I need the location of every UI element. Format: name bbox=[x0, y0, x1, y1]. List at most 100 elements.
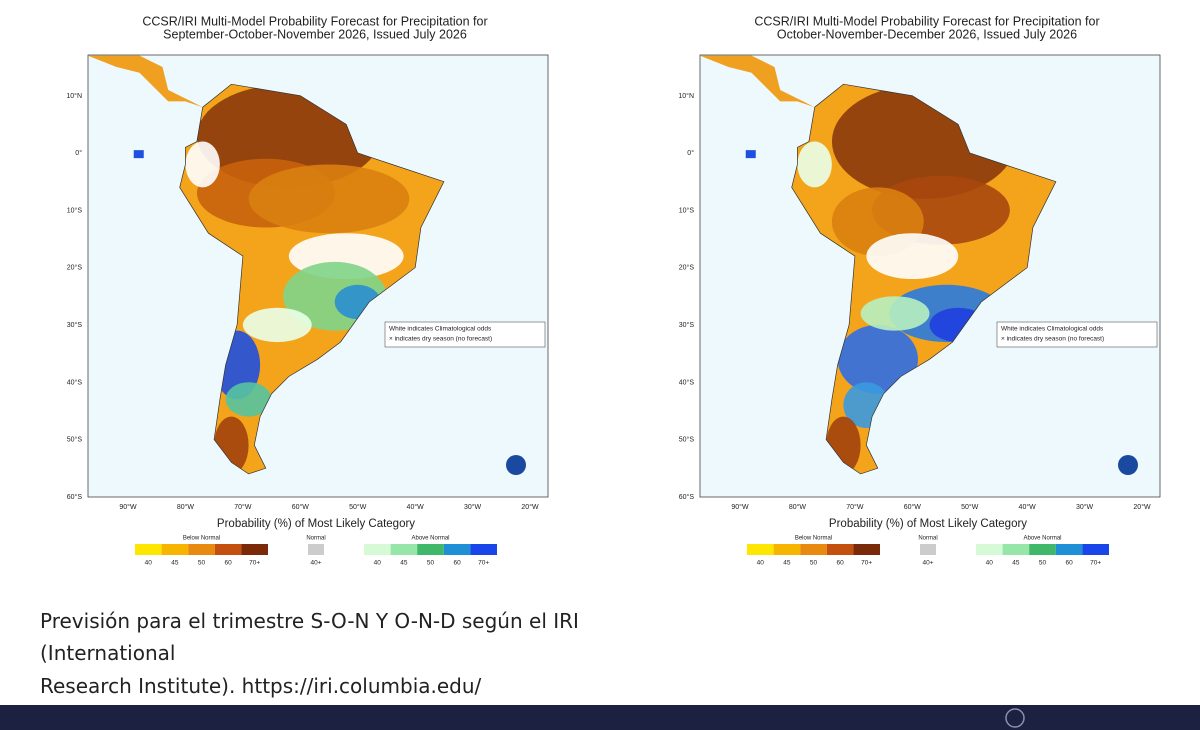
lon-label: 70°W bbox=[846, 503, 864, 511]
lat-label: 20°S bbox=[679, 264, 695, 272]
map-panel: CCSR/IRI Multi-Model Probability Forecas… bbox=[66, 14, 549, 567]
legend-group-name: Normal bbox=[306, 536, 325, 542]
legend-label: 60 bbox=[453, 560, 461, 567]
legend-label: 70+ bbox=[478, 560, 489, 567]
legend-swatch bbox=[1082, 544, 1109, 555]
note-text: White indicates Climatological odds bbox=[389, 326, 492, 333]
iri-logo bbox=[506, 455, 526, 475]
lon-label: 90°W bbox=[119, 503, 137, 511]
note-text: × indicates dry season (no forecast) bbox=[389, 336, 492, 343]
land bbox=[87, 55, 203, 108]
legend-swatch bbox=[1055, 544, 1083, 555]
lon-label: 20°W bbox=[521, 503, 539, 511]
lat-label: 40°S bbox=[679, 378, 695, 386]
forecast-area bbox=[866, 233, 959, 280]
lon-label: 80°W bbox=[789, 503, 807, 511]
lat-label: 10°S bbox=[67, 206, 83, 214]
land bbox=[699, 55, 815, 108]
lon-label: 50°W bbox=[961, 503, 979, 511]
coastline bbox=[179, 83, 445, 475]
legend-label: 60 bbox=[836, 560, 844, 567]
lon-label: 90°W bbox=[731, 503, 749, 511]
legend-swatch bbox=[417, 544, 444, 555]
lon-label: 70°W bbox=[234, 503, 252, 511]
legend-label: 45 bbox=[1012, 560, 1020, 567]
forecast-area bbox=[837, 324, 919, 394]
lon-label: 20°W bbox=[1133, 503, 1151, 511]
legend-label: 60 bbox=[224, 560, 232, 567]
lat-label: 30°S bbox=[679, 321, 695, 329]
legend-label: 70+ bbox=[249, 560, 260, 567]
legend-swatch bbox=[920, 544, 936, 555]
legend-label: 40+ bbox=[922, 560, 933, 567]
forecast-area bbox=[797, 141, 832, 188]
lat-label: 40°S bbox=[67, 378, 83, 386]
map-title: October-November-December 2026, Issued J… bbox=[777, 27, 1077, 41]
lon-label: 80°W bbox=[177, 503, 195, 511]
legend-group-name: Above Normal bbox=[1023, 536, 1061, 542]
legend-swatch bbox=[773, 544, 801, 555]
lat-label: 50°S bbox=[67, 436, 83, 444]
note-text: White indicates Climatological odds bbox=[1001, 326, 1104, 333]
legend-label: 45 bbox=[783, 560, 791, 567]
island-forecast bbox=[745, 150, 756, 159]
lat-label: 50°S bbox=[679, 436, 695, 444]
lat-label: 10°N bbox=[678, 92, 694, 100]
legend-label: 70+ bbox=[861, 560, 872, 567]
legend-group-name: Normal bbox=[918, 536, 937, 542]
legend-swatch bbox=[390, 544, 418, 555]
legend-swatch bbox=[826, 544, 854, 555]
legend-label: 40+ bbox=[310, 560, 321, 567]
legend-swatch bbox=[188, 544, 215, 555]
forecast-shading bbox=[185, 84, 410, 474]
note-text: × indicates dry season (no forecast) bbox=[1001, 336, 1104, 343]
lat-label: 30°S bbox=[67, 321, 83, 329]
legend-group-name: Below Normal bbox=[795, 536, 832, 542]
forecast-area bbox=[185, 141, 220, 188]
legend-swatch bbox=[1002, 544, 1030, 555]
legend-swatch bbox=[443, 544, 471, 555]
legend-label: 40 bbox=[374, 560, 382, 567]
legend-swatch bbox=[308, 544, 324, 555]
legend-label: 50 bbox=[1039, 560, 1047, 567]
lon-label: 60°W bbox=[904, 503, 922, 511]
legend-label: 70+ bbox=[1090, 560, 1101, 567]
legend-group-name: Below Normal bbox=[183, 536, 220, 542]
legend-swatch bbox=[470, 544, 497, 555]
legend-swatch bbox=[241, 544, 268, 555]
footer-bar bbox=[0, 705, 1200, 730]
legend-label: 50 bbox=[810, 560, 818, 567]
legend-swatch bbox=[800, 544, 827, 555]
lon-label: 60°W bbox=[292, 503, 310, 511]
legend-label: 40 bbox=[986, 560, 994, 567]
coastline bbox=[791, 83, 1057, 475]
lat-label: 60°S bbox=[67, 493, 83, 501]
legend-title: Probability (%) of Most Likely Category bbox=[217, 518, 415, 530]
caption-line: Research Institute). https://iri.columbi… bbox=[40, 674, 482, 698]
legend-label: 60 bbox=[1065, 560, 1073, 567]
lon-label: 40°W bbox=[1019, 503, 1037, 511]
legend-group-name: Above Normal bbox=[411, 536, 449, 542]
forecast-area bbox=[248, 164, 410, 234]
caption-line: (International bbox=[40, 641, 176, 665]
map-panel: CCSR/IRI Multi-Model Probability Forecas… bbox=[678, 14, 1161, 567]
lat-label: 0° bbox=[75, 149, 82, 157]
legend-swatch bbox=[747, 544, 774, 555]
lon-label: 30°W bbox=[464, 503, 482, 511]
forecast-area bbox=[242, 307, 312, 343]
map-title: CCSR/IRI Multi-Model Probability Forecas… bbox=[754, 14, 1099, 28]
legend-swatch bbox=[853, 544, 880, 555]
lat-label: 10°S bbox=[679, 206, 695, 214]
legend-swatch bbox=[1029, 544, 1056, 555]
legend-label: 45 bbox=[400, 560, 408, 567]
lon-label: 30°W bbox=[1076, 503, 1094, 511]
legend-label: 40 bbox=[145, 560, 153, 567]
lon-label: 50°W bbox=[349, 503, 367, 511]
legend-label: 50 bbox=[198, 560, 206, 567]
lon-label: 40°W bbox=[407, 503, 425, 511]
legend-swatch bbox=[135, 544, 162, 555]
legend-label: 45 bbox=[171, 560, 179, 567]
legend-label: 50 bbox=[427, 560, 435, 567]
map-title: CCSR/IRI Multi-Model Probability Forecas… bbox=[142, 14, 487, 28]
